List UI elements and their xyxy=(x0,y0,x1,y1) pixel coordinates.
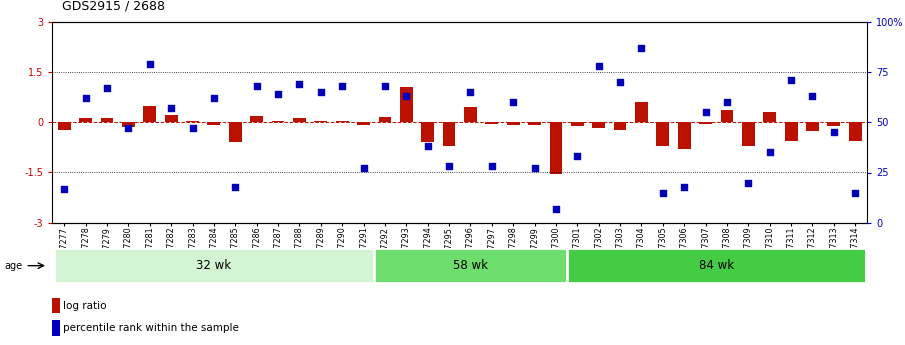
Bar xyxy=(827,122,840,126)
Point xyxy=(741,180,756,185)
Point xyxy=(784,78,798,83)
Bar xyxy=(272,121,284,122)
Bar xyxy=(207,122,220,125)
Point xyxy=(335,84,349,89)
Point xyxy=(57,186,71,191)
Bar xyxy=(52,320,60,336)
Point xyxy=(592,64,606,69)
Point xyxy=(548,206,563,211)
Point xyxy=(250,84,264,89)
Text: 58 wk: 58 wk xyxy=(452,259,488,272)
Point xyxy=(442,164,456,169)
Bar xyxy=(507,122,519,125)
Point xyxy=(805,94,820,99)
Bar xyxy=(58,122,71,130)
Bar xyxy=(571,122,584,127)
Point xyxy=(292,82,307,87)
Point xyxy=(484,164,499,169)
Point xyxy=(100,86,114,91)
Point xyxy=(719,100,734,105)
Point xyxy=(528,166,542,171)
Text: 84 wk: 84 wk xyxy=(699,259,734,272)
Point xyxy=(826,130,841,135)
Point xyxy=(142,62,157,67)
Point xyxy=(164,106,178,111)
Point xyxy=(271,92,285,97)
Bar xyxy=(122,122,135,127)
Bar xyxy=(567,248,866,283)
Bar xyxy=(229,122,242,142)
Bar xyxy=(635,102,648,122)
Point xyxy=(313,90,328,95)
Bar xyxy=(592,122,605,128)
Bar xyxy=(186,121,199,122)
Bar xyxy=(314,121,328,122)
Text: GDS2915 / 2688: GDS2915 / 2688 xyxy=(62,0,165,12)
Bar xyxy=(763,112,776,122)
Point xyxy=(506,100,520,105)
Bar xyxy=(357,122,370,125)
Bar xyxy=(100,118,113,122)
Text: age: age xyxy=(5,261,23,270)
Point xyxy=(634,46,649,51)
Point xyxy=(677,184,691,189)
Bar xyxy=(165,115,177,122)
Text: log ratio: log ratio xyxy=(63,300,107,310)
Bar xyxy=(720,110,733,122)
Bar xyxy=(678,122,691,149)
Bar xyxy=(421,122,434,142)
Point xyxy=(613,80,627,85)
Point xyxy=(377,84,392,89)
Bar xyxy=(143,107,157,122)
Bar xyxy=(742,122,755,146)
Bar xyxy=(336,121,348,122)
Point xyxy=(357,166,371,171)
Bar xyxy=(785,122,797,141)
Point xyxy=(763,150,777,155)
Bar xyxy=(614,122,626,130)
Bar xyxy=(443,122,455,147)
Bar xyxy=(529,122,541,125)
Bar xyxy=(251,117,263,122)
Bar xyxy=(53,248,375,283)
Bar xyxy=(849,122,862,141)
Point xyxy=(399,94,414,99)
Text: 32 wk: 32 wk xyxy=(196,259,232,272)
Bar xyxy=(464,107,477,122)
Bar xyxy=(549,122,562,174)
Bar xyxy=(656,122,669,146)
Bar xyxy=(375,248,567,283)
Bar xyxy=(806,122,819,131)
Bar xyxy=(52,298,60,313)
Point xyxy=(228,184,243,189)
Point xyxy=(699,110,713,115)
Text: percentile rank within the sample: percentile rank within the sample xyxy=(63,323,239,333)
Point xyxy=(206,96,221,101)
Bar xyxy=(485,122,499,124)
Point xyxy=(79,96,93,101)
Point xyxy=(421,144,435,149)
Bar xyxy=(378,117,391,122)
Point xyxy=(848,190,862,195)
Point xyxy=(655,190,670,195)
Bar xyxy=(80,118,92,122)
Point xyxy=(463,90,478,95)
Point xyxy=(121,126,136,131)
Bar xyxy=(400,87,413,122)
Bar xyxy=(700,122,712,124)
Point xyxy=(186,126,200,131)
Point xyxy=(570,154,585,159)
Bar xyxy=(293,118,306,122)
